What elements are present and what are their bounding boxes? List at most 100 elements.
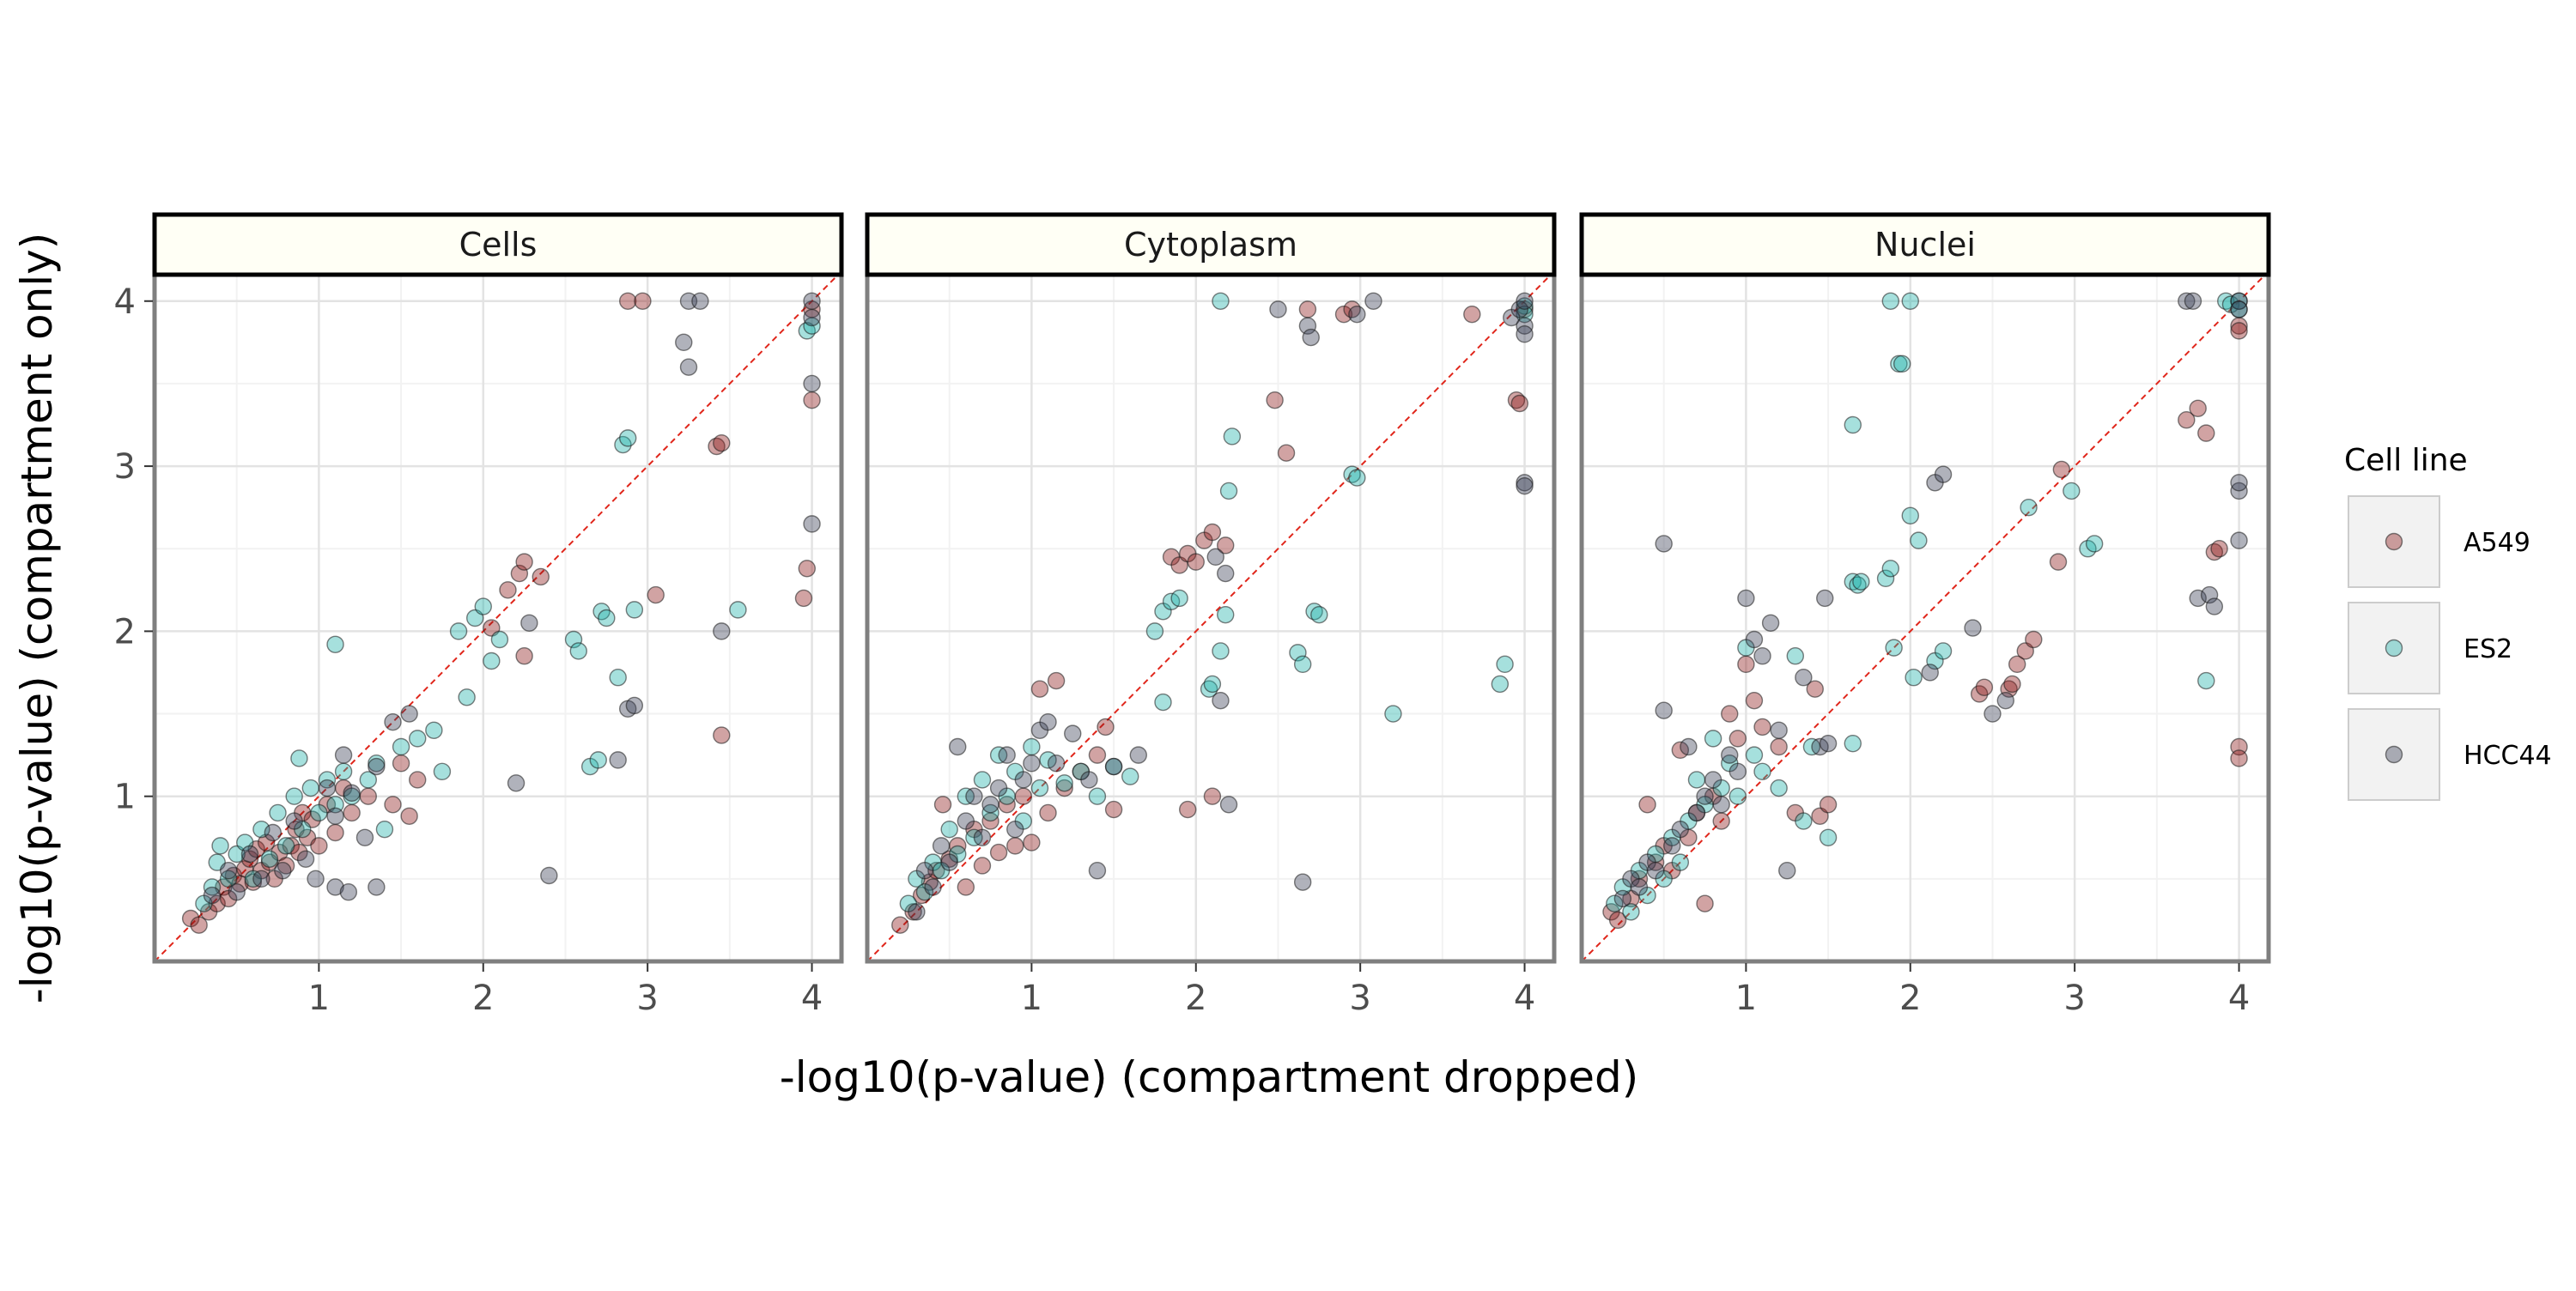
point-hcc44 — [2189, 589, 2207, 608]
point-a549 — [957, 878, 975, 896]
legend-label: A549 — [2464, 528, 2530, 558]
point-a549 — [510, 564, 529, 583]
point-es2 — [392, 737, 410, 756]
x-tick-label: 2 — [472, 979, 494, 1018]
point-es2 — [474, 597, 492, 615]
point-a549 — [409, 771, 427, 789]
x-axis-ticks: 1 2 3 4 — [1021, 963, 1535, 1018]
point-hcc44 — [1753, 647, 1771, 665]
point-a549 — [1039, 803, 1057, 822]
point-hcc44 — [609, 751, 627, 769]
point-hcc44 — [1064, 724, 1082, 742]
point-es2 — [1671, 853, 1690, 871]
facet-strip-label: Nuclei — [1874, 226, 1976, 264]
point-a549 — [1712, 812, 1730, 830]
point-hcc44 — [1964, 619, 1982, 637]
point-hcc44 — [1819, 734, 1838, 753]
point-a549 — [1179, 800, 1197, 819]
point-hcc44 — [1984, 705, 2002, 723]
point-a549 — [257, 833, 276, 852]
point-hcc44 — [932, 837, 951, 855]
point-es2 — [1622, 903, 1640, 921]
point-hcc44 — [540, 866, 558, 885]
point-es2 — [375, 820, 394, 839]
point-es2 — [1384, 705, 1402, 723]
point-a549 — [1187, 553, 1205, 571]
point-a549 — [1047, 671, 1066, 690]
point-hcc44 — [1510, 300, 1529, 318]
point-a549 — [798, 560, 817, 578]
point-hcc44 — [252, 870, 270, 888]
legend-marker — [2385, 639, 2403, 658]
point-a549 — [2003, 675, 2021, 694]
point-hcc44 — [1348, 305, 1366, 324]
point-es2 — [1849, 576, 1867, 594]
point-a549 — [532, 567, 550, 586]
point-hcc44 — [1630, 878, 1649, 896]
x-tick-label: 1 — [1021, 979, 1042, 1018]
point-hcc44 — [307, 870, 325, 888]
point-hcc44 — [240, 845, 259, 864]
point-a549 — [1334, 305, 1353, 324]
point-a549 — [713, 433, 731, 452]
point-hcc44 — [355, 828, 374, 846]
point-es2 — [1200, 680, 1218, 698]
point-es2 — [483, 652, 501, 670]
point-es2 — [1212, 642, 1230, 660]
x-axis-ticks: 1 2 3 4 — [308, 963, 823, 1018]
point-es2 — [1753, 762, 1771, 781]
point-es2 — [1219, 482, 1238, 500]
point-a549 — [794, 589, 813, 608]
point-es2 — [1223, 427, 1242, 445]
point-hcc44 — [1302, 328, 1320, 347]
point-es2 — [211, 837, 229, 855]
legend: Cell line A549 ES2 HCC44 — [2344, 443, 2552, 801]
point-a549 — [891, 916, 909, 934]
point-hcc44 — [520, 614, 538, 632]
point-es2 — [1055, 774, 1073, 792]
point-a549 — [392, 755, 410, 773]
point-hcc44 — [2178, 292, 2196, 310]
point-es2 — [1905, 669, 1923, 687]
legend-title: Cell line — [2344, 443, 2468, 478]
point-hcc44 — [2230, 300, 2248, 318]
x-tick-label: 2 — [1185, 979, 1206, 1018]
point-a549 — [1055, 779, 1073, 797]
scatter-points — [181, 292, 821, 934]
point-es2 — [598, 609, 616, 627]
point-hcc44 — [989, 779, 1008, 797]
point-es2 — [1881, 560, 1900, 578]
point-es2 — [1310, 605, 1328, 624]
legend-key — [2348, 602, 2440, 694]
point-hcc44 — [973, 828, 992, 846]
point-hcc44 — [264, 823, 282, 842]
legend-item-hcc44: HCC44 — [2348, 708, 2552, 801]
point-hcc44 — [1761, 614, 1780, 632]
point-es2 — [326, 635, 344, 653]
point-es2 — [1023, 737, 1041, 756]
point-es2 — [409, 730, 427, 748]
point-es2 — [1606, 894, 1624, 912]
point-hcc44 — [1516, 325, 1534, 343]
point-es2 — [609, 669, 627, 687]
point-a549 — [326, 823, 344, 842]
x-tick-label: 2 — [1899, 979, 1921, 1018]
point-es2 — [1212, 292, 1230, 310]
point-a549 — [2189, 399, 2207, 417]
point-a549 — [2230, 322, 2248, 340]
point-hcc44 — [296, 850, 315, 868]
point-hcc44 — [219, 862, 238, 880]
point-es2 — [260, 850, 279, 868]
point-es2 — [2085, 535, 2104, 553]
point-es2 — [2217, 292, 2235, 310]
legend-label: ES2 — [2464, 634, 2512, 664]
point-a549 — [1507, 391, 1526, 409]
facet-strip — [152, 212, 844, 277]
point-a549 — [310, 837, 328, 855]
point-hcc44 — [1737, 589, 1755, 608]
point-a549 — [2205, 542, 2224, 561]
point-hcc44 — [803, 308, 821, 327]
point-a549 — [1728, 730, 1747, 748]
point-a549 — [1975, 678, 1994, 696]
y-tick-label: 2 — [114, 612, 136, 652]
